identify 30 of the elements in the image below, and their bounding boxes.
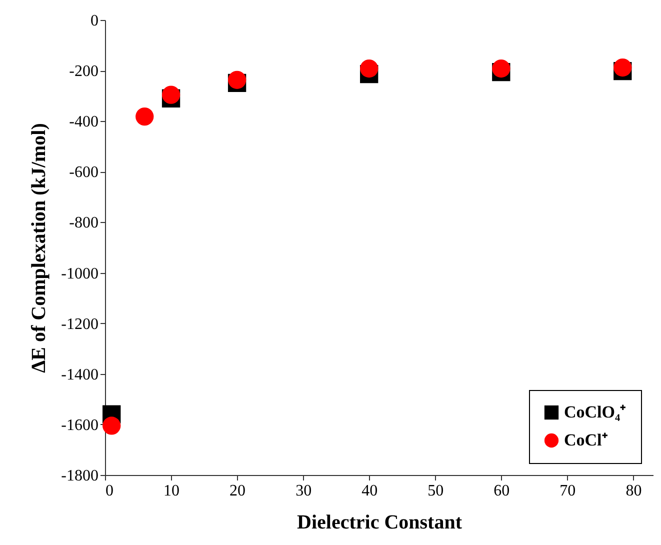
x-tick-label: 70 bbox=[560, 482, 576, 500]
point bbox=[492, 59, 510, 78]
y-tick-label: -800 bbox=[69, 214, 98, 232]
x-axis-title: Dielectric Constant bbox=[297, 512, 462, 534]
point bbox=[102, 416, 121, 435]
y-tick-label: -1400 bbox=[61, 366, 98, 384]
y-tick-label: 0 bbox=[90, 12, 98, 30]
y-axis-title: ΔE of Complexation (kJ/mol) bbox=[28, 123, 50, 373]
point bbox=[360, 59, 378, 78]
point bbox=[162, 86, 180, 104]
legend-label: CoClO₄⁺ bbox=[564, 402, 626, 422]
point bbox=[614, 58, 632, 77]
x-tick-label: 10 bbox=[164, 482, 180, 500]
point bbox=[228, 70, 246, 89]
x-tick-label: 30 bbox=[296, 482, 312, 500]
x-tick-label: 80 bbox=[626, 482, 642, 500]
x-tick-label: 40 bbox=[362, 482, 378, 500]
legend-label: CoCl⁺ bbox=[564, 430, 608, 450]
y-tick-label: -1600 bbox=[61, 416, 98, 434]
point bbox=[136, 107, 154, 126]
x-tick-label: 50 bbox=[428, 482, 444, 500]
x-tick-label: 60 bbox=[494, 482, 510, 500]
x-tick-label: 0 bbox=[106, 482, 114, 500]
y-tick-label: -1200 bbox=[61, 316, 98, 333]
y-tick-label: -600 bbox=[69, 164, 98, 182]
y-tick-label: -1800 bbox=[61, 468, 98, 484]
y-tick-label: -1000 bbox=[61, 265, 98, 282]
y-tick-label: -400 bbox=[69, 114, 98, 131]
x-tick-label: 20 bbox=[230, 482, 246, 500]
y-tick-label: -200 bbox=[69, 63, 98, 80]
